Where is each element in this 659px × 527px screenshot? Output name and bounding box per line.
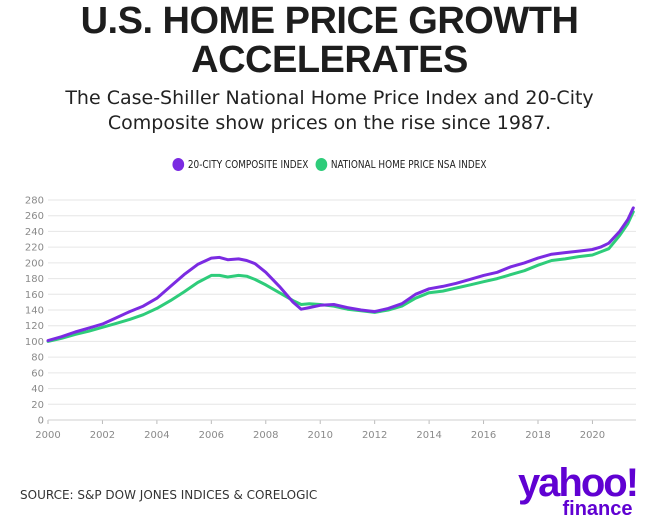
y-tick-label-140: 140 <box>25 306 44 317</box>
x-tick-label-2020: 2020 <box>580 430 605 441</box>
y-tick-label-180: 180 <box>25 274 44 285</box>
x-tick-label-2002: 2002 <box>90 430 115 441</box>
subtitle-line-1: The Case-Shiller National Home Price Ind… <box>65 87 594 109</box>
x-tick-label-2016: 2016 <box>471 430 496 441</box>
x-tick-label-2018: 2018 <box>525 430 550 441</box>
x-tick-label-2000: 2000 <box>35 430 60 441</box>
y-tick-label-40: 40 <box>31 384 44 395</box>
legend-item-national: NATIONAL HOME PRICE NSA INDEX <box>315 158 487 171</box>
y-tick-label-20: 20 <box>31 400 44 411</box>
chart-title: U.S. HOME PRICE GROWTH ACCELERATES <box>0 2 659 80</box>
x-tick-label-2012: 2012 <box>362 430 387 441</box>
series-line-composite20 <box>46 206 635 343</box>
y-tick-label-100: 100 <box>25 337 44 348</box>
y-tick-label-80: 80 <box>31 353 44 364</box>
source-note: SOURCE: S&P DOW JONES INDICES & CORELOGI… <box>20 488 318 502</box>
y-tick-label-200: 200 <box>25 258 44 269</box>
chart-subtitle: The Case-Shiller National Home Price Ind… <box>40 86 619 136</box>
x-tick-label-2010: 2010 <box>307 430 332 441</box>
legend-label-national: NATIONAL HOME PRICE NSA INDEX <box>330 158 487 171</box>
legend-swatch-composite20 <box>172 158 185 171</box>
title-line-1: U.S. HOME PRICE GROWTH <box>80 0 579 42</box>
y-tick-label-60: 60 <box>31 368 44 379</box>
x-tick-label-2006: 2006 <box>199 430 224 441</box>
x-tick-label-2004: 2004 <box>144 430 169 441</box>
title-line-2: ACCELERATES <box>191 39 468 81</box>
legend-swatch-national <box>315 158 328 171</box>
legend: 20-CITY COMPOSITE INDEX NATIONAL HOME PR… <box>33 158 626 171</box>
y-tick-label-280: 280 <box>25 196 44 207</box>
x-tick-label-2008: 2008 <box>253 430 278 441</box>
series-line-national <box>46 210 635 343</box>
yahoo-finance-logo: yahoo! finance <box>510 461 645 520</box>
y-tick-label-160: 160 <box>25 290 44 301</box>
y-tick-label-120: 120 <box>25 321 44 332</box>
y-tick-label-240: 240 <box>25 227 44 238</box>
logo-main-text: yahoo! <box>517 461 639 505</box>
x-tick-label-2014: 2014 <box>416 430 441 441</box>
subtitle-line-2: Composite show prices on the rise since … <box>107 112 552 134</box>
legend-item-composite20: 20-CITY COMPOSITE INDEX <box>172 158 309 171</box>
legend-label-composite20: 20-CITY COMPOSITE INDEX <box>187 158 309 171</box>
y-tick-label-220: 220 <box>25 243 44 254</box>
y-tick-label-0: 0 <box>38 416 44 427</box>
y-tick-label-260: 260 <box>25 211 44 222</box>
logo-sub-text: finance <box>562 498 633 520</box>
